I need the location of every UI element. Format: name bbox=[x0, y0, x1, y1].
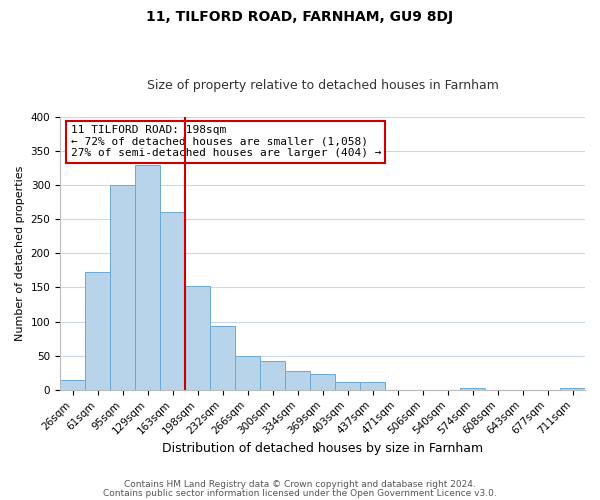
Bar bbox=[160, 212, 185, 390]
Bar bbox=[260, 361, 285, 390]
Bar bbox=[210, 326, 235, 390]
Bar bbox=[560, 388, 585, 390]
Bar bbox=[110, 185, 135, 390]
Bar bbox=[460, 388, 485, 390]
Bar bbox=[60, 380, 85, 390]
Text: 11 TILFORD ROAD: 198sqm
← 72% of detached houses are smaller (1,058)
27% of semi: 11 TILFORD ROAD: 198sqm ← 72% of detache… bbox=[71, 125, 381, 158]
Text: Contains HM Land Registry data © Crown copyright and database right 2024.: Contains HM Land Registry data © Crown c… bbox=[124, 480, 476, 489]
Bar bbox=[85, 272, 110, 390]
Bar bbox=[135, 164, 160, 390]
Bar bbox=[360, 382, 385, 390]
Bar bbox=[310, 374, 335, 390]
Bar bbox=[285, 372, 310, 390]
Bar bbox=[335, 382, 360, 390]
Text: 11, TILFORD ROAD, FARNHAM, GU9 8DJ: 11, TILFORD ROAD, FARNHAM, GU9 8DJ bbox=[146, 10, 454, 24]
Y-axis label: Number of detached properties: Number of detached properties bbox=[15, 166, 25, 341]
Bar bbox=[185, 286, 210, 390]
Text: Contains public sector information licensed under the Open Government Licence v3: Contains public sector information licen… bbox=[103, 489, 497, 498]
X-axis label: Distribution of detached houses by size in Farnham: Distribution of detached houses by size … bbox=[162, 442, 483, 455]
Bar bbox=[235, 356, 260, 390]
Title: Size of property relative to detached houses in Farnham: Size of property relative to detached ho… bbox=[146, 79, 499, 92]
